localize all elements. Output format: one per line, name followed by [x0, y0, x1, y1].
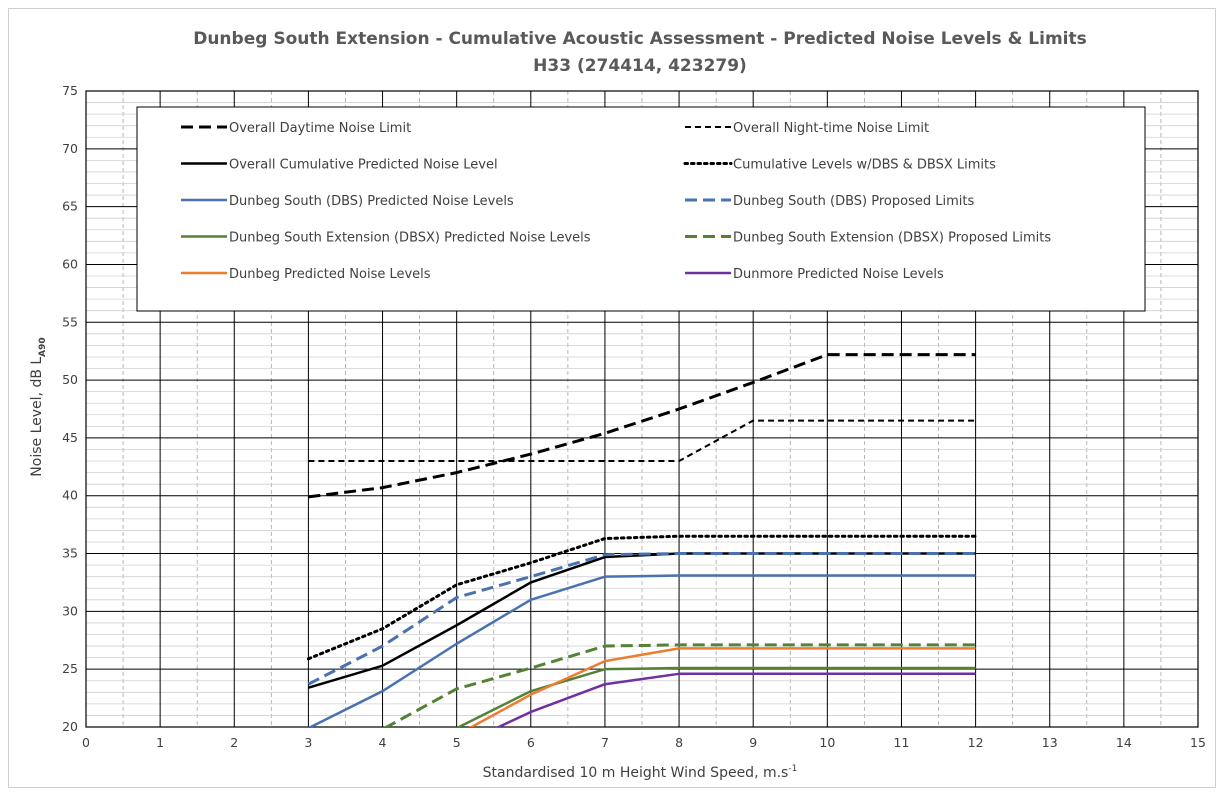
chart-subtitle: H33 (274414, 423279) — [533, 56, 747, 76]
x-tick-label: 10 — [819, 735, 835, 750]
y-tick-label: 40 — [62, 488, 78, 503]
noise-level-chart: Dunbeg South Extension - Cumulative Acou… — [29, 29, 1206, 781]
legend-label: Dunbeg South Extension (DBSX) Predicted … — [229, 231, 591, 246]
y-tick-label: 75 — [62, 83, 78, 98]
chart-title: Dunbeg South Extension - Cumulative Acou… — [193, 29, 1087, 49]
x-tick-label: 15 — [1190, 735, 1206, 750]
legend-label: Dunbeg Predicted Noise Levels — [229, 267, 431, 282]
y-tick-label: 65 — [62, 199, 78, 214]
x-tick-label: 4 — [379, 735, 387, 750]
x-axis-label: Standardised 10 m Height Wind Speed, m.s… — [483, 764, 798, 781]
x-axis-label-text: Standardised 10 m Height Wind Speed, m.s — [483, 765, 789, 781]
series-line — [307, 574, 976, 727]
x-tick-label: 9 — [749, 735, 757, 750]
y-axis-label: Noise Level, dB LA90 — [29, 337, 48, 476]
y-tick-label: 50 — [62, 372, 78, 387]
x-axis-label-sup: -1 — [788, 764, 797, 774]
series-line — [495, 672, 976, 727]
y-tick-label: 70 — [62, 141, 78, 156]
x-tick-label: 5 — [453, 735, 461, 750]
series-line — [308, 419, 976, 463]
y-tick-label: 35 — [62, 546, 78, 561]
legend-label: Cumulative Levels w/DBS & DBSX Limits — [733, 158, 996, 173]
x-tick-label: 2 — [230, 735, 238, 750]
x-tick-label: 11 — [894, 735, 910, 750]
series-line — [383, 643, 976, 727]
series-line — [468, 647, 976, 727]
y-tick-label: 60 — [62, 256, 78, 271]
y-tick-label: 30 — [62, 603, 78, 618]
chart-frame: Dunbeg South Extension - Cumulative Acou… — [8, 8, 1216, 788]
y-axis-label-sub: A90 — [38, 337, 48, 357]
legend-label: Overall Night-time Noise Limit — [733, 121, 929, 136]
legend-label: Dunbeg South Extension (DBSX) Proposed L… — [733, 231, 1051, 246]
series-line — [306, 534, 978, 661]
series-line — [307, 552, 976, 686]
series-lines — [306, 353, 978, 727]
y-axis-label-text: Noise Level, dB L — [29, 357, 45, 477]
x-tick-label: 8 — [675, 735, 683, 750]
y-tick-label: 20 — [62, 719, 78, 734]
x-tick-label: 14 — [1116, 735, 1132, 750]
legend-label: Dunbeg South (DBS) Predicted Noise Level… — [229, 194, 514, 209]
x-tick-label: 6 — [527, 735, 535, 750]
series-line — [308, 353, 976, 499]
x-tick-label: 7 — [601, 735, 609, 750]
plot-area-border — [85, 90, 1199, 728]
series-line — [456, 666, 976, 727]
x-tick-label: 0 — [82, 735, 90, 750]
x-tick-label: 13 — [1042, 735, 1058, 750]
y-tick-label: 25 — [62, 661, 78, 676]
legend: Overall Daytime Noise Limit Overall Night… — [136, 106, 1146, 312]
legend-label: Overall Cumulative Predicted Noise Level — [229, 158, 498, 173]
y-tick-label: 55 — [62, 314, 78, 329]
legend-label: Dunbeg South (DBS) Proposed Limits — [733, 194, 974, 209]
axes: 0 1 2 3 4 5 6 7 8 9 10 11 12 13 14 15202530354045505560… — [62, 83, 1206, 750]
legend-label: Dunmore Predicted Noise Levels — [733, 267, 944, 282]
y-tick-label: 45 — [62, 430, 78, 445]
legend-label: Overall Daytime Noise Limit — [229, 121, 411, 136]
x-tick-label: 12 — [968, 735, 984, 750]
x-tick-label: 3 — [304, 735, 312, 750]
legend-box — [136, 106, 1146, 312]
x-tick-label: 1 — [156, 735, 164, 750]
